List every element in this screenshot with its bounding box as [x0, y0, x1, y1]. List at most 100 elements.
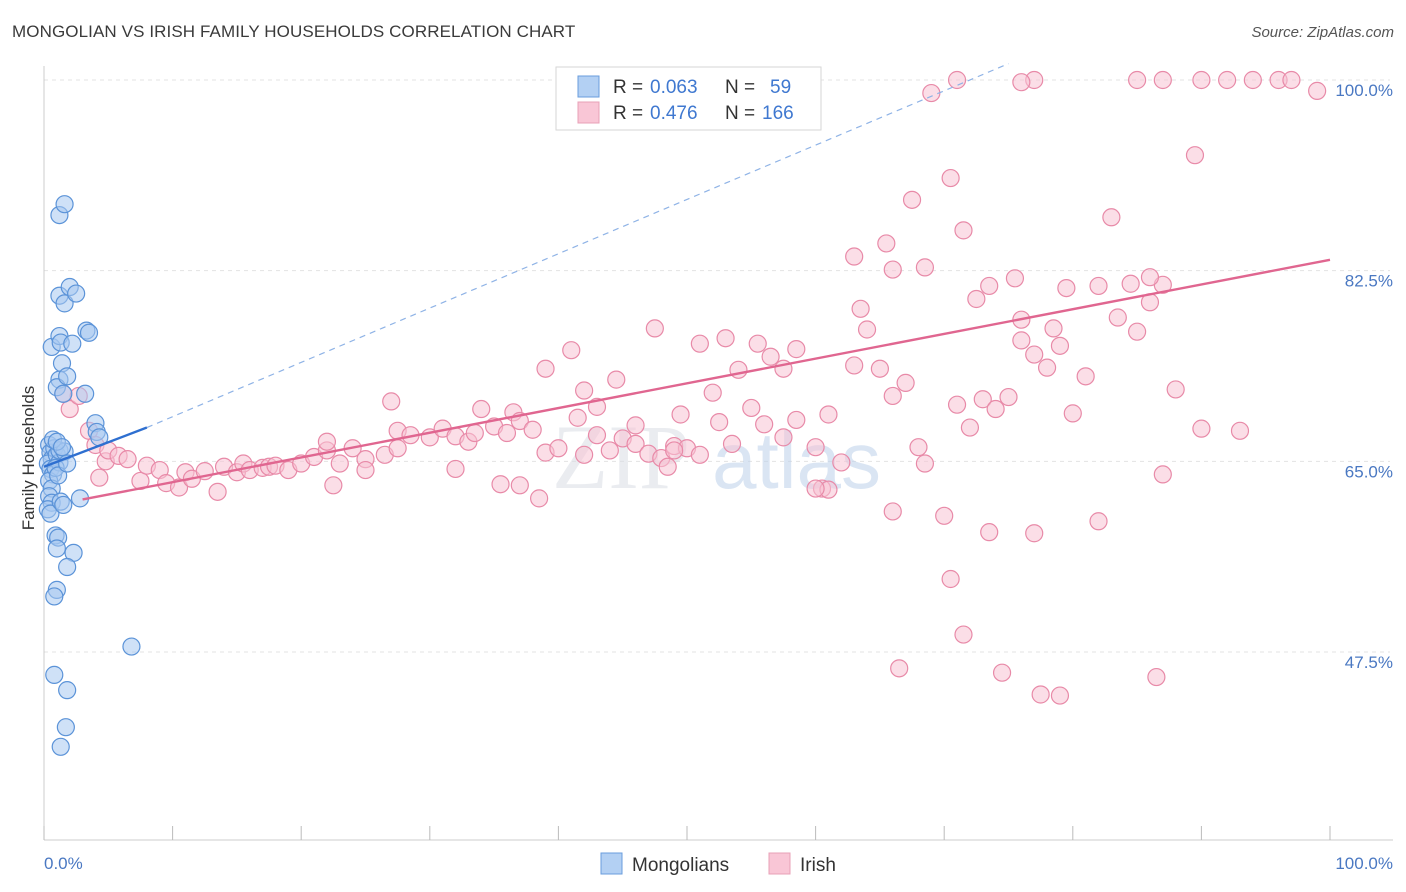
- irish-point-103: [909, 438, 928, 457]
- irish-point-69: [317, 432, 337, 451]
- irish-point-164: [1012, 73, 1031, 92]
- irish-point-78: [536, 359, 555, 378]
- irish-point-127: [902, 190, 922, 209]
- irish-point-106: [947, 395, 967, 414]
- mongolians-trend-line: [43, 426, 148, 468]
- legend-r-value-mongolians: 0.063: [650, 77, 698, 98]
- irish-point-167: [806, 479, 825, 498]
- irish-point-137: [1050, 336, 1070, 355]
- mongolian-point-52: [45, 587, 64, 606]
- bottom-legend-swatch-irish: [768, 852, 791, 875]
- bottom-legend-label-irish: Irish: [800, 855, 836, 876]
- irish-point-50: [575, 445, 594, 464]
- mongolian-point-38: [79, 323, 99, 342]
- irish-point-165: [1185, 146, 1205, 165]
- mongolians-trend-extension: [146, 63, 1009, 429]
- irish-point-118: [1127, 322, 1147, 341]
- irish-point-52: [600, 441, 619, 460]
- irish-point-88: [703, 383, 722, 402]
- irish-point-148: [1089, 512, 1108, 531]
- y-tick-label-0: 100.0%: [1335, 81, 1393, 100]
- irish-point-122: [1192, 419, 1211, 438]
- irish-point-61: [722, 434, 742, 454]
- irish-point-157: [1192, 70, 1211, 90]
- irish-point-1: [60, 399, 79, 419]
- legend-r-label-1: R =: [613, 103, 643, 124]
- irish-point-161: [1282, 70, 1301, 90]
- irish-point-130: [954, 221, 973, 240]
- mongolian-point-56: [56, 718, 75, 737]
- irish-point-30: [330, 454, 349, 473]
- legend-n-label-1: N =: [725, 103, 755, 124]
- irish-point-143: [954, 625, 973, 644]
- irish-point-128: [915, 258, 935, 277]
- irish-point-76: [510, 476, 529, 495]
- irish-points: [54, 70, 1327, 705]
- irish-point-104: [915, 454, 935, 473]
- irish-point-125: [877, 234, 896, 253]
- irish-point-71: [382, 392, 401, 411]
- irish-point-51: [587, 426, 607, 445]
- mongolian-point-57: [51, 737, 70, 756]
- mongolian-point-55: [58, 681, 77, 700]
- irish-point-98: [845, 356, 864, 375]
- irish-point-110: [999, 387, 1018, 407]
- irish-point-83: [626, 416, 645, 435]
- irish-point-74: [465, 423, 484, 443]
- irish-point-155: [1127, 70, 1147, 90]
- irish-point-145: [890, 659, 909, 678]
- irish-point-63: [755, 415, 774, 434]
- irish-point-112: [1025, 345, 1044, 364]
- irish-point-131: [967, 289, 986, 309]
- irish-point-46: [523, 420, 542, 439]
- irish-point-67: [819, 405, 838, 424]
- irish-point-115: [1076, 367, 1095, 386]
- mongolian-points: [38, 195, 141, 756]
- y-tick-labels: 100.0% 82.5% 65.0% 47.5%: [1335, 81, 1393, 672]
- irish-point-123: [851, 299, 870, 318]
- mongolian-point-50: [58, 557, 77, 577]
- series-legend: Mongolians Irish: [600, 852, 836, 876]
- legend-swatch-irish: [577, 101, 600, 124]
- irish-point-124: [845, 247, 864, 266]
- mongolian-point-53: [122, 637, 141, 656]
- irish-point-70: [356, 460, 375, 480]
- irish-point-79: [562, 341, 581, 360]
- irish-point-113: [1037, 358, 1057, 377]
- irish-point-150: [883, 502, 902, 521]
- irish-point-80: [575, 381, 594, 400]
- trend-lines: [43, 63, 1331, 501]
- irish-point-135: [1044, 319, 1063, 338]
- irish-point-142: [941, 569, 960, 589]
- mongolian-point-40: [55, 195, 74, 214]
- irish-point-102: [896, 373, 915, 392]
- irish-point-152: [992, 663, 1012, 682]
- irish-point-121: [1166, 380, 1185, 399]
- irish-point-117: [1102, 208, 1121, 227]
- irish-point-149: [1147, 667, 1166, 687]
- irish-point-86: [671, 405, 690, 424]
- irish-point-68: [832, 453, 851, 472]
- irish-point-158: [1218, 70, 1237, 90]
- irish-point-108: [973, 390, 992, 409]
- irish-point-159: [1243, 70, 1262, 90]
- chart-title: MONGOLIAN VS IRISH FAMILY HOUSEHOLDS COR…: [12, 22, 576, 41]
- legend-r-value-irish: 0.476: [650, 103, 698, 124]
- legend-swatch-mongolians: [577, 75, 600, 98]
- irish-point-105: [935, 506, 954, 525]
- irish-point-41: [472, 399, 491, 419]
- irish-point-129: [941, 168, 960, 188]
- irish-point-116: [1089, 276, 1108, 296]
- irish-point-73: [446, 459, 465, 479]
- irish-point-107: [960, 418, 980, 437]
- irish-point-49: [568, 408, 587, 427]
- watermark-atlas: atlas: [712, 416, 881, 505]
- mongolian-point-48: [47, 539, 66, 558]
- mongolian-point-30: [54, 384, 73, 403]
- irish-point-6: [90, 468, 109, 487]
- irish-point-140: [1140, 268, 1160, 287]
- irish-point-54: [626, 434, 645, 454]
- bottom-legend-swatch-mongolians: [600, 852, 623, 875]
- irish-point-136: [1057, 278, 1076, 298]
- legend-n-value-mongolians: 59: [770, 77, 791, 98]
